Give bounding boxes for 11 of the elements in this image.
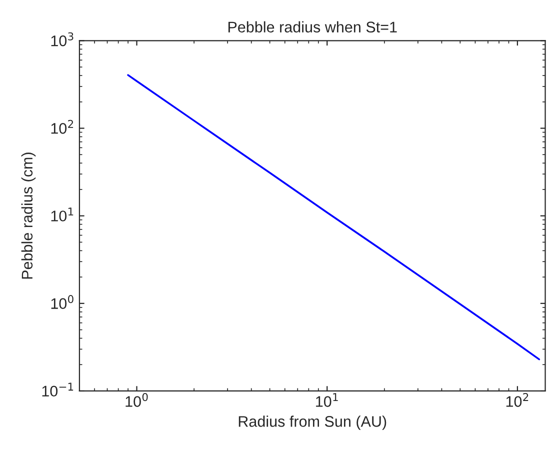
y-axis-title: Pebble radius (cm) [21, 152, 36, 279]
y-tick-label: 10$^{0}$ [51, 295, 74, 309]
x-axis-title: Radius from Sun (AU) [238, 416, 386, 430]
y-tick-label: 10$^{2}$ [51, 120, 74, 134]
y-tick-label: 10$^{−1}$ [42, 382, 74, 397]
x-tick-label: 10$^{1}$ [316, 393, 338, 407]
x-tick-label: 10$^{0}$ [126, 393, 148, 407]
x-tick-label: 10$^{2}$ [506, 393, 528, 407]
y-tick-label: 10$^{1}$ [51, 208, 74, 222]
y-tick-label: 10$^{3}$ [51, 32, 74, 46]
chart-title: Pebble radius when St=1 [228, 21, 397, 32]
